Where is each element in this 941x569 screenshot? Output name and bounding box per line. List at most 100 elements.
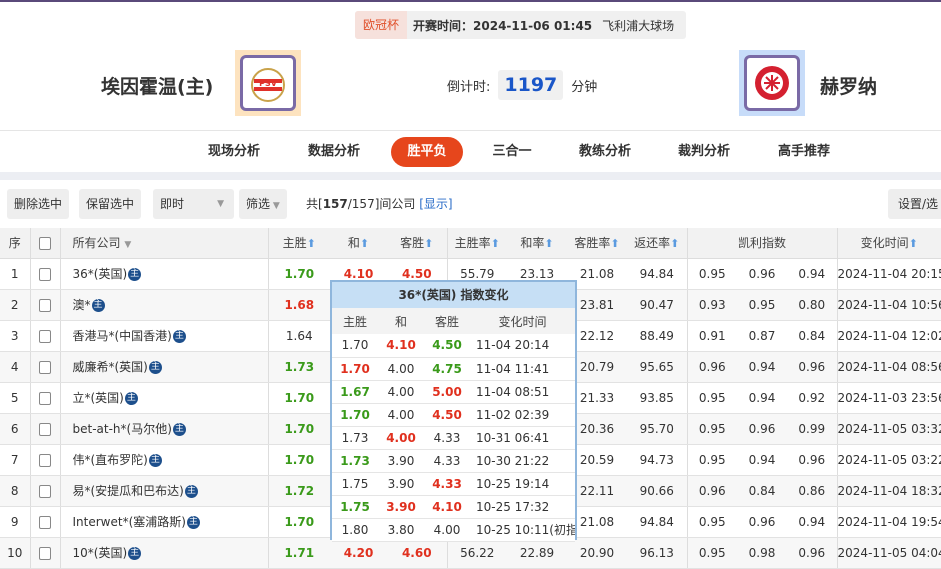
row-checkbox[interactable]	[29, 537, 60, 569]
popup-draw: 4.00	[378, 426, 424, 450]
popup-time: 11-04 11:41	[470, 357, 575, 381]
company-name[interactable]: bet-at-h*(马尔他) 主	[59, 413, 268, 445]
kelly-home: 0.91	[686, 320, 737, 352]
company-name[interactable]: 澳* 主	[59, 289, 268, 321]
popup-row: 1.70 4.00 4.75 11-04 11:41	[332, 357, 575, 381]
dropdown-arrow-icon: ▼	[217, 199, 224, 209]
row-seq: 2	[0, 289, 30, 321]
kelly-home: 0.95	[686, 413, 737, 445]
filter-button[interactable]: 筛选 ▼	[239, 189, 287, 219]
table-row: 8 易*(安提瓜和巴布达) 主 1.72 22.11 90.66 0.96 0.84 0.86 2…	[0, 475, 941, 507]
popup-away: 4.75	[424, 357, 470, 381]
return-rate: 94.84	[627, 506, 687, 538]
col-away[interactable]: 客胜⬆	[387, 228, 447, 259]
company-name[interactable]: 易*(安提瓜和巴布达) 主	[59, 475, 268, 507]
away-rate: 22.12	[567, 320, 627, 352]
psv-logo-icon: PSV	[251, 68, 285, 102]
company-name[interactable]: 威廉希*(英国) 主	[59, 351, 268, 383]
col-home[interactable]: 主胜⬆	[267, 228, 330, 259]
col-draw-rate[interactable]: 和率⬆	[507, 228, 567, 259]
col-kelly: 凯利指数	[686, 228, 838, 259]
return-rate: 93.85	[627, 382, 687, 414]
mode-select[interactable]: 即时 ▼	[153, 189, 234, 219]
competition-badge[interactable]: 欧冠杯	[355, 11, 408, 39]
home-team-name[interactable]: 埃因霍温(主)	[101, 76, 214, 98]
row-checkbox[interactable]	[29, 289, 60, 321]
col-return-rate[interactable]: 返还率⬆	[627, 228, 687, 259]
sort-icon: ⬆	[544, 237, 554, 251]
kelly-home: 0.95	[686, 444, 737, 476]
row-checkbox[interactable]	[29, 413, 60, 445]
company-name[interactable]: 10*(英国) 主	[59, 537, 268, 569]
away-rate: 20.59	[567, 444, 627, 476]
tab-referee-analysis[interactable]: 裁判分析	[677, 144, 730, 159]
company-name[interactable]: 立*(英国) 主	[59, 382, 268, 414]
delete-selected-button[interactable]: 删除选中	[7, 189, 70, 219]
settings-button[interactable]: 设置/选	[888, 189, 941, 219]
tab-expert-picks[interactable]: 高手推荐	[777, 144, 830, 159]
change-time: 2024-11-05 03:22	[836, 444, 941, 476]
row-seq: 10	[0, 537, 30, 569]
row-checkbox[interactable]	[29, 258, 60, 290]
tab-1x2[interactable]: 胜平负	[391, 137, 463, 167]
countdown-unit: 分钟	[571, 79, 598, 95]
col-home-rate[interactable]: 主胜率⬆	[446, 228, 507, 259]
company-name[interactable]: Interwet*(塞浦路斯) 主	[59, 506, 268, 538]
svg-text:PSV: PSV	[259, 79, 278, 88]
col-draw[interactable]: 和⬆	[330, 228, 387, 259]
popup-row: 1.75 3.90 4.10 10-25 17:32	[332, 495, 575, 519]
row-seq: 8	[0, 475, 30, 507]
sort-icon: ⬆	[306, 237, 316, 251]
row-checkbox[interactable]	[29, 320, 60, 352]
row-checkbox[interactable]	[29, 382, 60, 414]
kickoff-time: 开赛时间：2024-11-06 01:45	[413, 18, 593, 33]
kelly-away: 0.99	[787, 413, 838, 445]
popup-col-time: 变化时间	[470, 308, 575, 334]
main-badge-icon: 主	[91, 299, 105, 312]
popup-time: 10-31 06:41	[470, 426, 575, 450]
home-team-logo[interactable]: PSV	[235, 50, 301, 116]
kelly-draw: 0.94	[737, 444, 787, 476]
home-odds: 1.70	[267, 258, 330, 290]
row-checkbox[interactable]	[29, 506, 60, 538]
kelly-home: 0.95	[686, 382, 737, 414]
kelly-away: 0.94	[787, 258, 838, 290]
divider	[0, 130, 941, 131]
main-badge-icon: 主	[148, 361, 162, 374]
away-rate: 21.33	[567, 382, 627, 414]
tab-live-analysis[interactable]: 现场分析	[207, 144, 260, 159]
company-name[interactable]: 伟*(直布罗陀) 主	[59, 444, 268, 476]
popup-draw: 4.00	[378, 380, 424, 404]
select-all-checkbox[interactable]	[29, 228, 60, 259]
sort-icon: ⬆	[610, 237, 620, 251]
return-rate: 96.13	[627, 537, 687, 569]
keep-selected-button[interactable]: 保留选中	[79, 189, 142, 219]
popup-away: 4.33	[424, 472, 470, 496]
tab-three-in-one[interactable]: 三合一	[492, 144, 532, 159]
table-row: 7 伟*(直布罗陀) 主 1.70 20.59 94.73 0.95 0.94 0.96 2024…	[0, 444, 941, 476]
popup-time: 10-25 17:32	[470, 495, 575, 519]
away-team-name[interactable]: 赫罗纳	[820, 76, 878, 98]
row-checkbox[interactable]	[29, 444, 60, 476]
company-name[interactable]: 香港马*(中国香港) 主	[59, 320, 268, 352]
countdown-value: 1197	[498, 70, 564, 100]
col-company[interactable]: 所有公司 ▼	[59, 228, 268, 259]
col-time[interactable]: 变化时间⬆	[836, 228, 941, 259]
kelly-home: 0.96	[686, 475, 737, 507]
popup-row: 1.75 3.90 4.33 10-25 19:14	[332, 472, 575, 496]
away-team-logo[interactable]	[739, 50, 805, 116]
company-name[interactable]: 36*(英国) 主	[59, 258, 268, 290]
popup-home: 1.80	[332, 518, 378, 542]
popup-draw: 3.90	[378, 495, 424, 519]
row-checkbox[interactable]	[29, 351, 60, 383]
kelly-away: 0.92	[787, 382, 838, 414]
col-away-rate[interactable]: 客胜率⬆	[567, 228, 627, 259]
show-link[interactable]: [显示]	[419, 197, 453, 211]
popup-draw: 3.80	[378, 518, 424, 542]
tab-data-analysis[interactable]: 数据分析	[307, 144, 360, 159]
popup-away: 4.50	[424, 403, 470, 427]
row-checkbox[interactable]	[29, 475, 60, 507]
tab-coach-analysis[interactable]: 教练分析	[578, 144, 631, 159]
odds-change-popup: 36*(英国) 指数变化 主胜 和 客胜 变化时间 1.70 4.10 4.50 11…	[330, 280, 577, 542]
match-info: 欧冠杯 开赛时间：2024-11-06 01:45 飞利浦大球场	[355, 11, 687, 39]
